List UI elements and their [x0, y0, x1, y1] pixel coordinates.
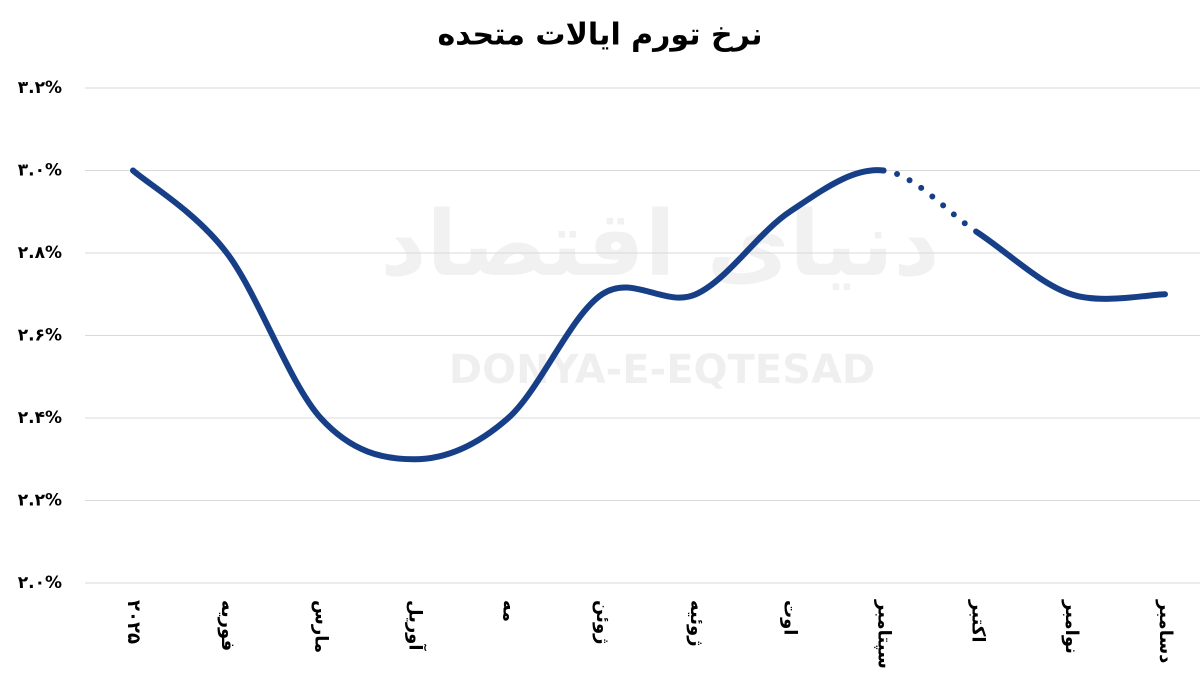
y-tick-label: ۳.۲% [18, 78, 62, 98]
y-tick-label: ۲.۴% [18, 408, 62, 428]
x-tick-label: اوت [780, 600, 801, 635]
x-tick-label: آوریل [404, 600, 427, 651]
watermark: DONYA-E-EQTESAD [449, 347, 875, 393]
y-tick-label: ۲.۲% [18, 491, 62, 511]
x-tick-label: ژوئن [592, 600, 613, 645]
line-dotted [880, 167, 981, 236]
y-tick-label: ۲.۸% [18, 243, 62, 263]
x-tick-label: ۲۰۲۵ [123, 600, 144, 644]
x-tick-label: دسامبر [1155, 599, 1176, 663]
watermark: دنیای اقتصاد [380, 192, 940, 297]
x-tick-label: فوریه [217, 600, 238, 651]
x-tick-label: مارس [311, 600, 332, 653]
chart-title: نرخ تورم ایالات متحده [438, 18, 763, 53]
x-tick-label: ژوئیه [686, 600, 707, 647]
x-tick-label: مه [498, 600, 519, 622]
x-tick-label: سپتامبر [874, 599, 895, 669]
y-tick-label: ۲.۰% [18, 573, 62, 593]
y-tick-label: ۳.۰% [18, 161, 62, 181]
x-tick-label: اکتبر [967, 599, 988, 643]
line [130, 167, 887, 463]
line [974, 229, 1168, 302]
x-tick-label: نوامبر [1061, 599, 1082, 654]
y-tick-label: ۲.۶% [18, 326, 62, 346]
